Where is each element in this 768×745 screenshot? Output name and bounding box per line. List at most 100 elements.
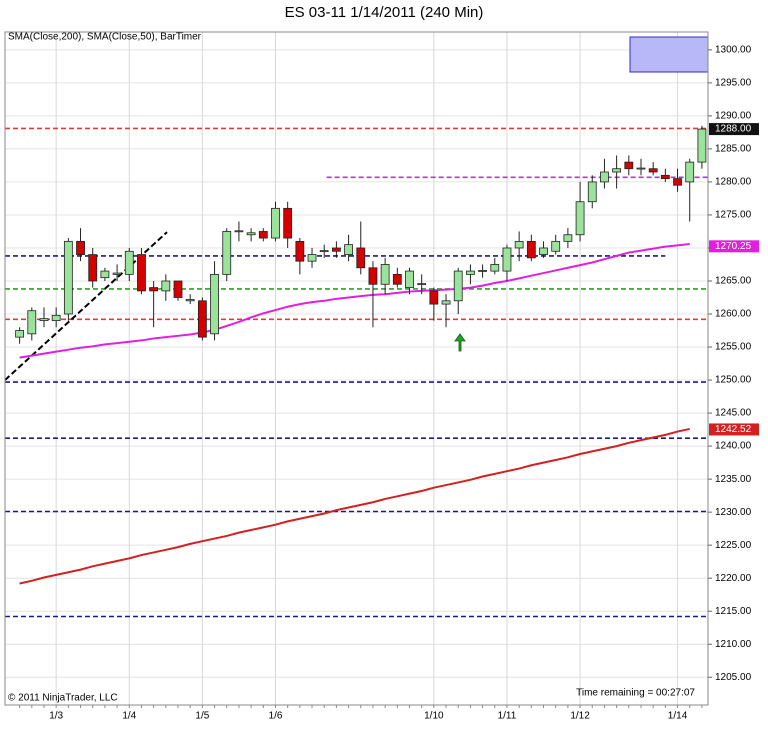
candle-body [63, 240, 73, 315]
candle-body [466, 270, 475, 275]
y-tick-label: 1240.00 [715, 441, 752, 452]
candle-body [392, 273, 402, 285]
drawn-rectangle [629, 36, 709, 73]
x-tick-label: 1/14 [668, 711, 688, 722]
x-tick-label: 1/3 [49, 711, 63, 722]
end-value-box [709, 423, 759, 436]
candle-body [685, 161, 695, 183]
candle-body [514, 240, 524, 249]
candle-body [368, 267, 378, 285]
signal-arrow [454, 333, 466, 352]
x-tick-label: 1/12 [570, 711, 590, 722]
y-tick-label: 1225.00 [715, 540, 752, 551]
candle-body [417, 283, 427, 286]
candle-body [648, 168, 658, 173]
y-tick-label: 1245.00 [715, 408, 752, 419]
candle-body [624, 161, 634, 170]
y-tick-label: 1215.00 [715, 606, 752, 617]
candle-body [673, 178, 682, 186]
lines [19, 243, 690, 585]
candle-body [307, 254, 317, 262]
copyright: © 2011 NinjaTrader, LLC [8, 693, 118, 704]
x-tick-label: 1/10 [424, 711, 444, 722]
candle-body [222, 231, 232, 275]
y-tick-label: 1295.00 [715, 77, 752, 88]
candles [15, 125, 707, 344]
sma-line [19, 427, 690, 585]
y-tick-label: 1290.00 [715, 111, 752, 122]
candle-body [15, 330, 25, 338]
price-marker-label: 1288.00 [715, 124, 752, 135]
candle-body [283, 207, 293, 239]
candle-body [137, 254, 146, 292]
y-tick-label: 1210.00 [715, 639, 752, 650]
candle-body [234, 230, 244, 233]
candle-body [319, 250, 329, 253]
candle-body [526, 240, 536, 259]
x-tick-label: 1/4 [122, 711, 136, 722]
candle-body [76, 240, 85, 255]
y-tick-label: 1260.00 [715, 309, 752, 320]
candle-body [502, 247, 512, 272]
candle-body [612, 168, 622, 173]
indicators-label: SMA(Close,200), SMA(Close,50), BarTimer [8, 32, 202, 43]
candle-body [429, 290, 439, 305]
end-value-box [709, 240, 759, 253]
candle-body [331, 247, 341, 252]
candle-body [51, 314, 61, 322]
candle-body [405, 270, 414, 288]
candle-body [356, 247, 366, 269]
sma-line [19, 243, 690, 359]
candle-body [124, 250, 134, 275]
y-tick-label: 1250.00 [715, 375, 752, 386]
candle-body [185, 299, 195, 302]
candle-body [27, 310, 37, 335]
candle-body [149, 287, 159, 292]
candle-body [295, 240, 305, 262]
candle-body [112, 272, 122, 275]
candle-body [100, 270, 110, 279]
y-tick-label: 1230.00 [715, 507, 752, 518]
candle-body [173, 280, 183, 298]
y-tick-label: 1220.00 [715, 573, 752, 584]
candle-body [258, 231, 268, 239]
y-tick-label: 1265.00 [715, 276, 752, 287]
candle-body [697, 128, 707, 163]
candle-body [88, 254, 98, 282]
candle-body [539, 247, 548, 255]
candle-body [39, 318, 49, 322]
y-tick-label: 1235.00 [715, 474, 752, 485]
chart-title: ES 03-11 1/14/2011 (240 Min) [285, 4, 484, 21]
candle-body [197, 300, 207, 338]
candle-body [600, 171, 609, 183]
candle-body [380, 264, 390, 285]
x-tick-label: 1/6 [269, 711, 283, 722]
candle-body [660, 174, 670, 180]
y-tick-label: 1300.00 [715, 44, 752, 55]
plot-frame [4, 31, 709, 706]
candle-body [271, 207, 280, 239]
timer-label: Time remaining = 00:27:07 [576, 688, 695, 699]
y-tick-label: 1275.00 [715, 210, 752, 221]
price-marker-box [709, 123, 759, 136]
candle-body [636, 167, 646, 170]
end-value-label: 1270.25 [715, 241, 752, 252]
y-tick-label: 1285.00 [715, 144, 752, 155]
x-tick-label: 1/5 [195, 711, 209, 722]
candle-body [344, 244, 353, 255]
candle-body [575, 201, 585, 236]
end-value-label: 1242.52 [715, 424, 752, 435]
y-tick-label: 1255.00 [715, 342, 752, 353]
candle-body [210, 273, 219, 335]
candle-body [551, 240, 561, 252]
candle-body [161, 280, 171, 292]
axis: 1205.00 1210.00 1215.00 1220.00 1225.00 1230.… [19, 44, 759, 722]
x-tick-label: 1/11 [498, 711, 517, 722]
candle-body [441, 300, 451, 305]
candle-body [478, 270, 488, 272]
candle-body [563, 234, 573, 242]
y-tick-label: 1205.00 [715, 672, 752, 683]
y-tick-label: 1280.00 [715, 177, 752, 188]
